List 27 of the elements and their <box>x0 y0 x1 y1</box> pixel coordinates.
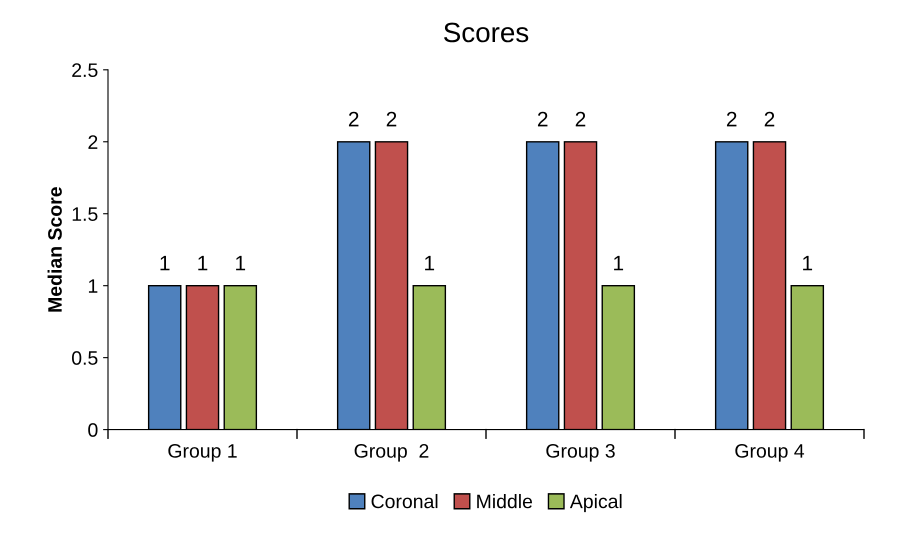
x-tick-label: Group 1 <box>168 444 237 462</box>
data-label: 2 <box>764 112 774 126</box>
y-tick-label: 0 <box>88 423 98 437</box>
legend-label: Coronal <box>372 494 438 508</box>
data-label: 2 <box>386 112 396 126</box>
y-tick-label: 2 <box>88 135 98 149</box>
data-label: 1 <box>614 256 624 270</box>
x-tick-label: Group 3 <box>546 444 615 462</box>
data-label: 2 <box>348 112 358 126</box>
legend-label: Apical <box>570 494 622 512</box>
x-tick-label: Group 2 <box>354 444 428 462</box>
data-label: 2 <box>538 112 548 126</box>
data-label: 1 <box>236 256 246 270</box>
data-label: 1 <box>198 256 208 270</box>
y-tick-label: 1.5 <box>72 207 98 221</box>
y-tick-label: 1 <box>88 279 98 293</box>
data-label: 1 <box>160 256 170 270</box>
chart-title: Scores <box>444 22 528 42</box>
y-tick-label: 2.5 <box>72 63 98 78</box>
data-label: 2 <box>576 112 586 126</box>
data-label: 1 <box>425 256 434 270</box>
y-tick-label: 0.5 <box>72 351 98 365</box>
data-label: 1 <box>803 256 812 270</box>
legend-label: Middle <box>477 494 532 508</box>
x-tick-label: Group 4 <box>735 444 804 462</box>
data-label: 2 <box>726 112 736 126</box>
y-axis-title: Median Score <box>48 187 62 312</box>
